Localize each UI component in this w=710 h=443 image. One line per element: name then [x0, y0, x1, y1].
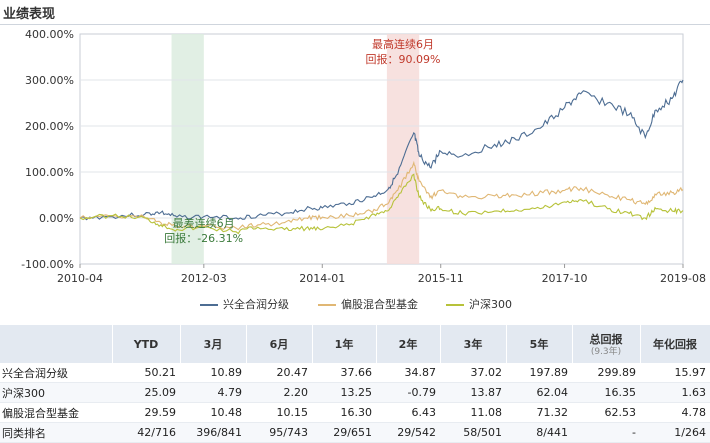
- table-cell: 62.53: [572, 402, 640, 423]
- table-cell: 16.35: [572, 382, 640, 403]
- legend-swatch-fund: [200, 304, 218, 306]
- table-cell: 10.48: [180, 402, 246, 423]
- table-cell: 同类排名: [0, 422, 112, 443]
- table-cell: 197.89: [506, 363, 572, 383]
- series-line-0: [79, 79, 684, 221]
- x-tick-label: 2019-08: [660, 272, 706, 285]
- table-cell: 16.30: [312, 402, 376, 423]
- table-cell: 71.32: [506, 402, 572, 423]
- table-row: 兴全合润分级 50.21 10.89 20.47 37.66 34.87 37.…: [0, 363, 710, 383]
- table-header-1y: 1年: [312, 325, 377, 363]
- table-header-2y: 2年: [376, 325, 441, 363]
- y-tick-label: 0.00%: [39, 212, 74, 225]
- table-header-3y: 3年: [440, 325, 507, 363]
- table-header-total-sub: (9.3年): [590, 347, 622, 357]
- annotation-worst-6m: 回报：-26.31%: [164, 231, 243, 245]
- annotation-best-6m: 最高连续6月: [372, 37, 434, 51]
- series-line-2: [79, 173, 684, 235]
- table-cell: 13.25: [312, 382, 376, 403]
- table-cell: 34.87: [376, 363, 440, 383]
- table-header-5y: 5年: [506, 325, 573, 363]
- table-cell: 4.78: [640, 402, 710, 423]
- table-cell: 10.15: [246, 402, 312, 423]
- table-cell: 2.20: [246, 382, 312, 403]
- table-row: 偏股混合型基金 29.59 10.48 10.15 16.30 6.43 11.…: [0, 402, 710, 423]
- table-cell: 11.08: [440, 402, 506, 423]
- performance-table: YTD 3月 6月 1年 2年 3年 5年 总回报 (9.3年) 年化回报 兴全合…: [0, 325, 710, 443]
- section-title: 业绩表现: [3, 7, 56, 22]
- y-tick-label: 300.00%: [25, 74, 74, 87]
- table-header-total: 总回报 (9.3年): [572, 325, 641, 363]
- x-tick-label: 2012-03: [181, 272, 227, 285]
- table-header-blank: [0, 325, 113, 363]
- table-cell: 62.04: [506, 382, 572, 403]
- table-cell: 37.66: [312, 363, 376, 383]
- legend-label-category: 偏股混合型基金: [341, 298, 418, 311]
- y-tick-label: 100.00%: [25, 166, 74, 179]
- y-tick-label: 400.00%: [25, 28, 74, 41]
- shaded-band-1: [386, 34, 420, 264]
- legend-swatch-category: [318, 304, 336, 306]
- table-cell: 299.89: [572, 363, 640, 383]
- chart-legend: 兴全合润分级 偏股混合型基金 沪深300: [0, 293, 710, 315]
- table-cell: -0.79: [376, 382, 440, 403]
- table-cell: -: [572, 422, 640, 443]
- table-cell: 50.21: [112, 363, 180, 383]
- series-line-1: [79, 160, 684, 231]
- legend-label-fund: 兴全合润分级: [223, 298, 289, 311]
- y-tick-label: 200.00%: [25, 120, 74, 133]
- annotation-best-6m: 回报：90.09%: [366, 52, 441, 66]
- table-cell: 396/841: [180, 422, 246, 443]
- table-header-ytd: YTD: [112, 325, 181, 363]
- table-header-row: YTD 3月 6月 1年 2年 3年 5年 总回报 (9.3年) 年化回报: [0, 325, 710, 363]
- legend-swatch-index: [446, 304, 464, 306]
- table-row: 同类排名 42/716 396/841 95/743 29/651 29/542…: [0, 422, 710, 443]
- table-cell: 8/441: [506, 422, 572, 443]
- table-cell: 29/651: [312, 422, 376, 443]
- legend-item-index[interactable]: 沪深300: [446, 296, 512, 312]
- section-header: 业绩表现: [0, 0, 710, 25]
- table-header-6m: 6月: [246, 325, 313, 363]
- table-cell: 6.43: [376, 402, 440, 423]
- legend-item-fund[interactable]: 兴全合润分级: [200, 296, 289, 312]
- table-row: 沪深300 25.09 4.79 2.20 13.25 -0.79 13.87 …: [0, 382, 710, 403]
- x-tick-label: 2010-04: [57, 272, 103, 285]
- legend-item-category[interactable]: 偏股混合型基金: [318, 296, 418, 312]
- table-cell: 37.02: [440, 363, 506, 383]
- x-tick-label: 2017-10: [542, 272, 588, 285]
- table-cell: 兴全合润分级: [0, 363, 112, 383]
- plot-area: [79, 33, 684, 265]
- table-cell: 1/264: [640, 422, 710, 443]
- table-cell: 1.63: [640, 382, 710, 403]
- table-cell: 13.87: [440, 382, 506, 403]
- table-header-3m: 3月: [180, 325, 247, 363]
- legend-label-index: 沪深300: [469, 298, 512, 311]
- table-cell: 4.79: [180, 382, 246, 403]
- table-cell: 沪深300: [0, 382, 112, 403]
- y-tick-label: -100.00%: [21, 258, 74, 271]
- table-cell: 42/716: [112, 422, 180, 443]
- table-cell: 20.47: [246, 363, 312, 383]
- table-cell: 95/743: [246, 422, 312, 443]
- table-cell: 15.97: [640, 363, 710, 383]
- x-tick-label: 2014-01: [299, 272, 345, 285]
- table-cell: 10.89: [180, 363, 246, 383]
- table-cell: 58/501: [440, 422, 506, 443]
- annotation-worst-6m: 最差连续6月: [173, 216, 235, 230]
- performance-line-chart: 400.00% 300.00% 200.00% 100.00% 0.00% -100.00…: [21, 28, 706, 285]
- table-cell: 25.09: [112, 382, 180, 403]
- x-tick-label: 2015-11: [418, 272, 464, 285]
- table-cell: 29/542: [376, 422, 440, 443]
- table-header-annualized: 年化回报: [640, 325, 710, 363]
- table-cell: 偏股混合型基金: [0, 402, 112, 423]
- table-cell: 29.59: [112, 402, 180, 423]
